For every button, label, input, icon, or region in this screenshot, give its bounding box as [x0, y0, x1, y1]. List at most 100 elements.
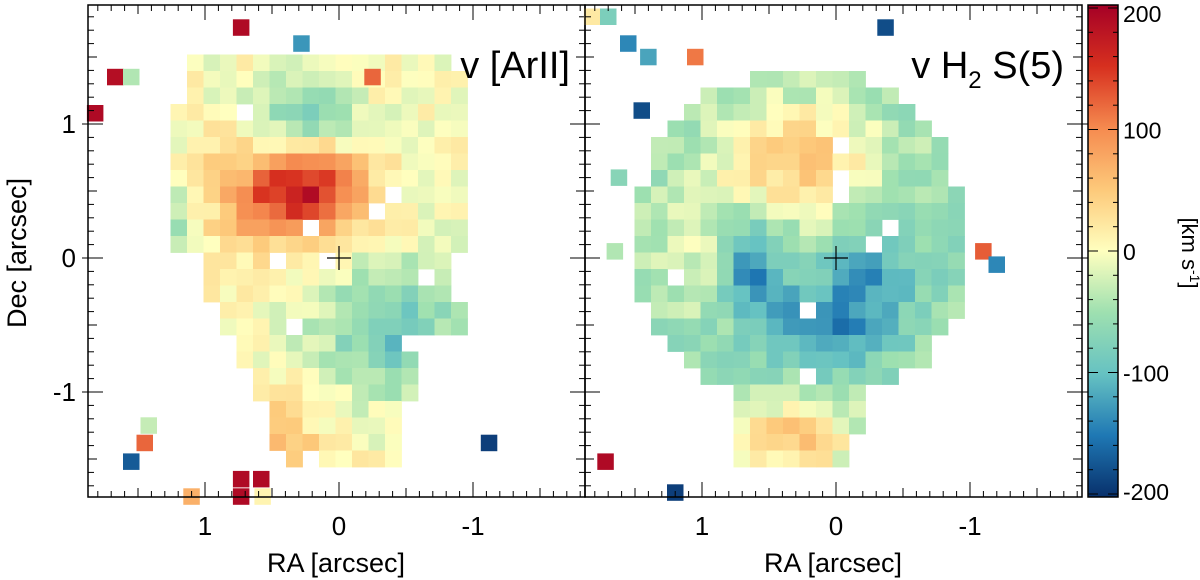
map-pixel	[385, 104, 402, 121]
map-pixel	[634, 269, 652, 286]
map-pixel	[236, 351, 254, 369]
map-pixel	[799, 335, 817, 352]
map-pixel	[401, 54, 419, 72]
map-pixel	[766, 170, 784, 187]
map-pixel	[385, 434, 402, 451]
map-pixel	[717, 186, 734, 204]
map-pixel	[368, 170, 386, 187]
map-pixel	[385, 450, 402, 468]
map-pixel	[783, 285, 800, 303]
map-pixel	[816, 137, 833, 154]
map-pixel	[799, 87, 817, 105]
map-pixel	[610, 169, 628, 186]
map-pixel	[700, 120, 718, 138]
map-pixel	[865, 269, 883, 286]
x-tick-labels: 1 0 -1	[695, 511, 982, 541]
map-pixel	[187, 137, 204, 154]
map-pixel	[832, 318, 850, 336]
map-pixel	[368, 252, 386, 270]
map-pixel	[401, 87, 419, 105]
map-pixel	[335, 252, 353, 270]
map-pixel	[335, 384, 353, 402]
map-pixel	[352, 335, 369, 352]
map-pixel	[832, 335, 850, 352]
map-pixel	[898, 186, 916, 204]
map-pixel	[220, 219, 237, 237]
map-pixel	[187, 236, 204, 253]
map-pixel	[799, 219, 817, 237]
map-pixel	[717, 153, 734, 171]
map-pixel	[236, 335, 254, 352]
map-pixel	[269, 203, 287, 220]
map-pixel	[319, 203, 336, 220]
map-pixel	[480, 434, 498, 452]
map-pixel	[597, 453, 614, 470]
map-pixel	[335, 302, 353, 319]
map-pixel	[434, 285, 452, 303]
map-pixel	[799, 104, 817, 121]
map-pixel	[783, 335, 800, 352]
map-pixel	[882, 203, 899, 220]
map-pixel	[352, 153, 369, 171]
map-pixel	[849, 186, 866, 204]
map-pixel	[882, 269, 899, 286]
map-pixel	[319, 87, 336, 105]
map-pixel	[302, 104, 320, 121]
map-pixel	[335, 186, 353, 204]
map-pixel	[368, 302, 386, 319]
map-pixel	[783, 137, 800, 154]
map-pixel	[253, 236, 270, 253]
map-pixel	[335, 87, 353, 105]
map-pixel	[368, 285, 386, 303]
map-pixel	[319, 384, 336, 402]
map-pixel	[418, 252, 435, 270]
map-pixel	[401, 186, 419, 204]
map-pixel	[385, 302, 402, 319]
map-pixel	[717, 137, 734, 154]
map-pixel	[269, 219, 287, 237]
map-pixel	[401, 351, 419, 369]
map-pixel	[684, 170, 701, 187]
map-pixel	[335, 54, 353, 72]
map-pixel	[816, 153, 833, 171]
map-pixel	[368, 368, 386, 385]
map-pixel	[335, 219, 353, 237]
map-pixel	[750, 170, 767, 187]
map-pixel	[170, 153, 188, 171]
map-pixel	[700, 186, 718, 204]
map-pixel	[816, 170, 833, 187]
map-pixel	[634, 252, 652, 270]
map-pixel	[368, 351, 386, 369]
map-pixel	[286, 186, 303, 204]
map-pixel	[352, 104, 369, 121]
map-pixel	[203, 87, 221, 105]
map-pixel	[816, 269, 833, 286]
map-pixel	[816, 351, 833, 369]
map-pixel	[385, 170, 402, 187]
map-pixel	[187, 203, 204, 220]
map-pixel	[319, 236, 336, 253]
map-pixel	[865, 120, 883, 138]
map-pixel	[203, 219, 221, 237]
map-pixel	[717, 351, 734, 369]
map-pixel	[651, 269, 668, 286]
map-pixel	[319, 417, 336, 435]
center-cross-marker	[824, 246, 848, 270]
map-pixel	[733, 186, 751, 204]
map-pixel	[832, 285, 850, 303]
map-pixel	[849, 384, 866, 402]
map-pixel	[816, 285, 833, 303]
map-pixel	[352, 170, 369, 187]
map-pixel	[302, 368, 320, 385]
map-pixel	[451, 87, 468, 105]
map-pixel	[352, 401, 369, 418]
map-pixel	[651, 170, 668, 187]
map-pixel	[434, 137, 452, 154]
map-pixel	[865, 252, 883, 270]
map-pixel	[352, 137, 369, 154]
map-pixel	[86, 105, 104, 122]
map-pixel	[849, 203, 866, 220]
map-pixel	[368, 236, 386, 253]
map-pixel	[975, 243, 992, 260]
map-pixel	[253, 203, 270, 220]
